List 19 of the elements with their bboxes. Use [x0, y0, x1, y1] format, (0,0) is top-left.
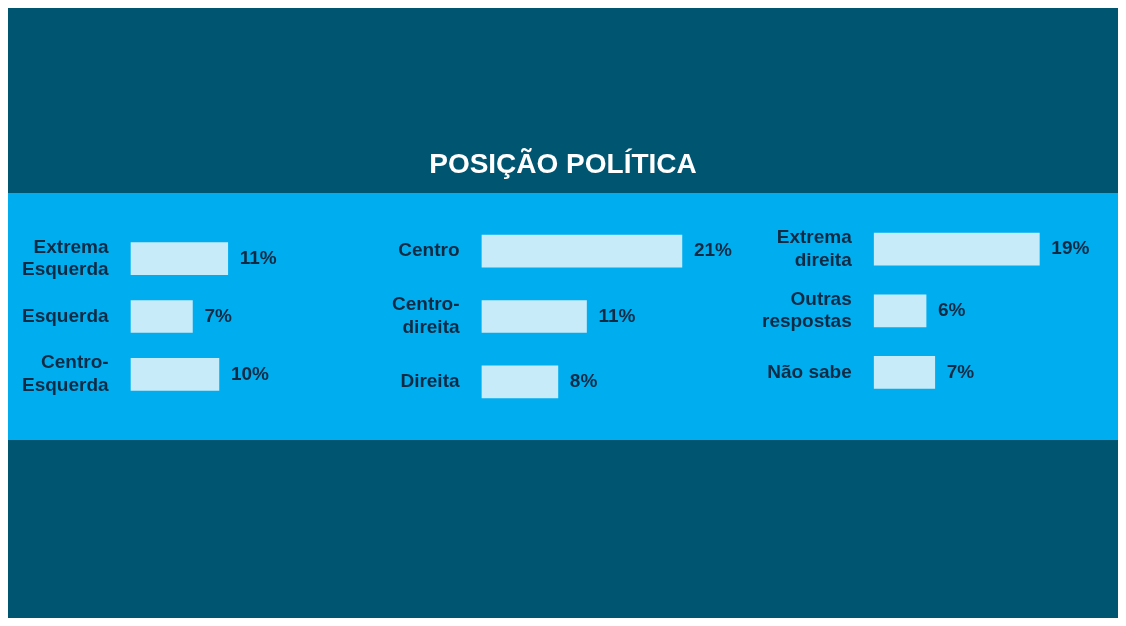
data-label: 11% — [598, 304, 636, 326]
data-label: 8% — [569, 370, 598, 392]
data-label: 11% — [239, 246, 277, 268]
y-tick-label: Direita — [400, 370, 460, 392]
data-label: 7% — [204, 304, 232, 326]
y-tick-label: Extrema direita — [776, 226, 853, 270]
data-label: 21% — [693, 239, 733, 261]
y-tick-label: Centro-direita — [391, 293, 460, 338]
y-tick-label: Centro — [398, 239, 460, 261]
y-tick-label: Extrema Esquerda — [21, 235, 110, 280]
y-tick-label: Esquerda — [21, 304, 110, 326]
data-label: 10% — [230, 362, 270, 384]
y-tick-label: Centro-Esquerda — [21, 351, 110, 395]
data-label: 7% — [946, 360, 975, 382]
chart-title: POSIÇÃO POLÍTICA — [429, 148, 697, 179]
data-label: 6% — [938, 299, 966, 321]
y-tick-label: Não sabe — [767, 360, 852, 382]
y-tick-label: Outras respostas — [761, 287, 852, 332]
data-label: 19% — [1051, 237, 1090, 259]
